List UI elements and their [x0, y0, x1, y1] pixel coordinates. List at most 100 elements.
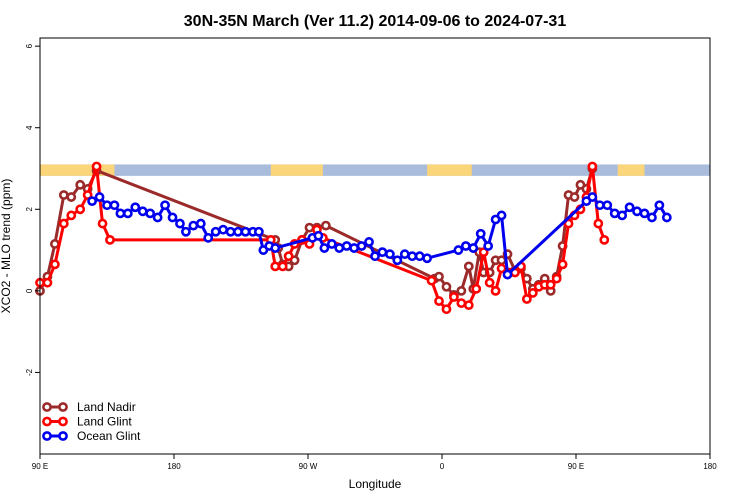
data-point [521, 294, 532, 304]
x-axis-ticks: 90 E 180 90 W 0 90 E 180 [32, 454, 717, 471]
data-point [587, 192, 598, 202]
data-point [175, 218, 185, 229]
data-point [496, 255, 507, 266]
data-point [661, 212, 672, 223]
legend-swatch-marker [58, 416, 68, 427]
data-point [460, 241, 471, 251]
data-point [426, 275, 437, 286]
data-point [66, 210, 77, 221]
data-point [490, 285, 501, 296]
data-point [188, 220, 199, 231]
plot-series [35, 161, 672, 315]
legend-label: Land Nadir [77, 400, 136, 414]
legend-swatch-marker [42, 416, 52, 427]
data-point [377, 247, 388, 258]
data-point [203, 232, 214, 243]
data-point [115, 208, 126, 219]
data-point [270, 243, 281, 253]
series-land-glint [35, 161, 610, 315]
legend-label: Ocean Glint [77, 429, 141, 443]
data-point [434, 271, 444, 282]
data-point [137, 206, 148, 217]
series-line-segment [482, 250, 492, 285]
data-point [58, 218, 69, 229]
x-tick-label: 90 W [299, 462, 318, 471]
chart-title: 30N-35N March (Ver 11.2) 2014-09-06 to 2… [184, 13, 567, 30]
y-axis-label: XCO2 - MLO trend (ppm) [0, 179, 13, 314]
ocean-band [40, 164, 710, 176]
data-point [370, 251, 380, 262]
land-band [617, 164, 645, 176]
data-point [356, 241, 367, 251]
series-ocean-glint [87, 192, 672, 280]
legend-swatch-marker [58, 431, 68, 441]
data-point [602, 200, 613, 211]
data-point [334, 243, 345, 253]
data-point [502, 269, 513, 280]
series-line-segment [500, 213, 510, 277]
data-point [58, 190, 69, 200]
data-point [563, 218, 574, 229]
data-point [399, 249, 410, 260]
series-line-segment [273, 236, 314, 250]
data-point [463, 300, 474, 311]
data-point [594, 200, 605, 211]
data-point [304, 222, 315, 233]
data-point [283, 251, 294, 262]
data-point [478, 247, 489, 258]
data-point [587, 161, 598, 172]
land-band [427, 164, 472, 176]
data-point [422, 253, 433, 264]
land-band [40, 164, 115, 176]
data-point [392, 255, 403, 266]
data-point [468, 243, 479, 253]
data-point [463, 261, 474, 272]
data-point [569, 192, 580, 202]
data-point [496, 210, 507, 221]
data-point [484, 277, 495, 288]
data-point [639, 208, 650, 219]
data-point [551, 273, 562, 284]
data-point [364, 237, 374, 247]
data-point [42, 277, 53, 288]
land-ocean-mask [40, 164, 710, 176]
data-point [326, 239, 337, 249]
data-point [313, 230, 324, 241]
legend-swatch-marker [58, 402, 68, 412]
data-point [456, 298, 467, 308]
data-point [109, 200, 120, 211]
data-point [75, 179, 86, 190]
data-point [277, 261, 288, 272]
data-point [319, 243, 330, 253]
y-tick-label: 2 [25, 207, 34, 212]
series-line-segment [506, 199, 588, 277]
data-point [105, 234, 115, 245]
data-point [102, 200, 112, 211]
data-point [527, 288, 538, 298]
data-point [233, 226, 243, 237]
y-tick-label: 6 [25, 43, 34, 48]
data-point [341, 241, 352, 251]
data-point [94, 192, 105, 202]
data-point [407, 251, 418, 262]
data-point [181, 226, 191, 237]
x-tick-label: 180 [703, 462, 717, 471]
data-point [557, 259, 568, 270]
series-line-segment [561, 222, 571, 266]
data-point [160, 200, 170, 211]
data-point [453, 245, 464, 255]
data-point [471, 283, 482, 294]
data-point [145, 208, 156, 219]
data-point [97, 218, 108, 229]
data-point [349, 243, 360, 253]
legend-item-land-nadir: Land Nadir [42, 400, 136, 414]
x-tick-label: 90 E [32, 462, 48, 471]
data-point [210, 226, 221, 237]
legend-item-land-glint: Land Glint [42, 415, 132, 429]
x-axis-label: Longitude [349, 477, 402, 491]
data-point [66, 192, 77, 202]
land-band [270, 164, 323, 176]
series-line-segment [584, 164, 594, 199]
